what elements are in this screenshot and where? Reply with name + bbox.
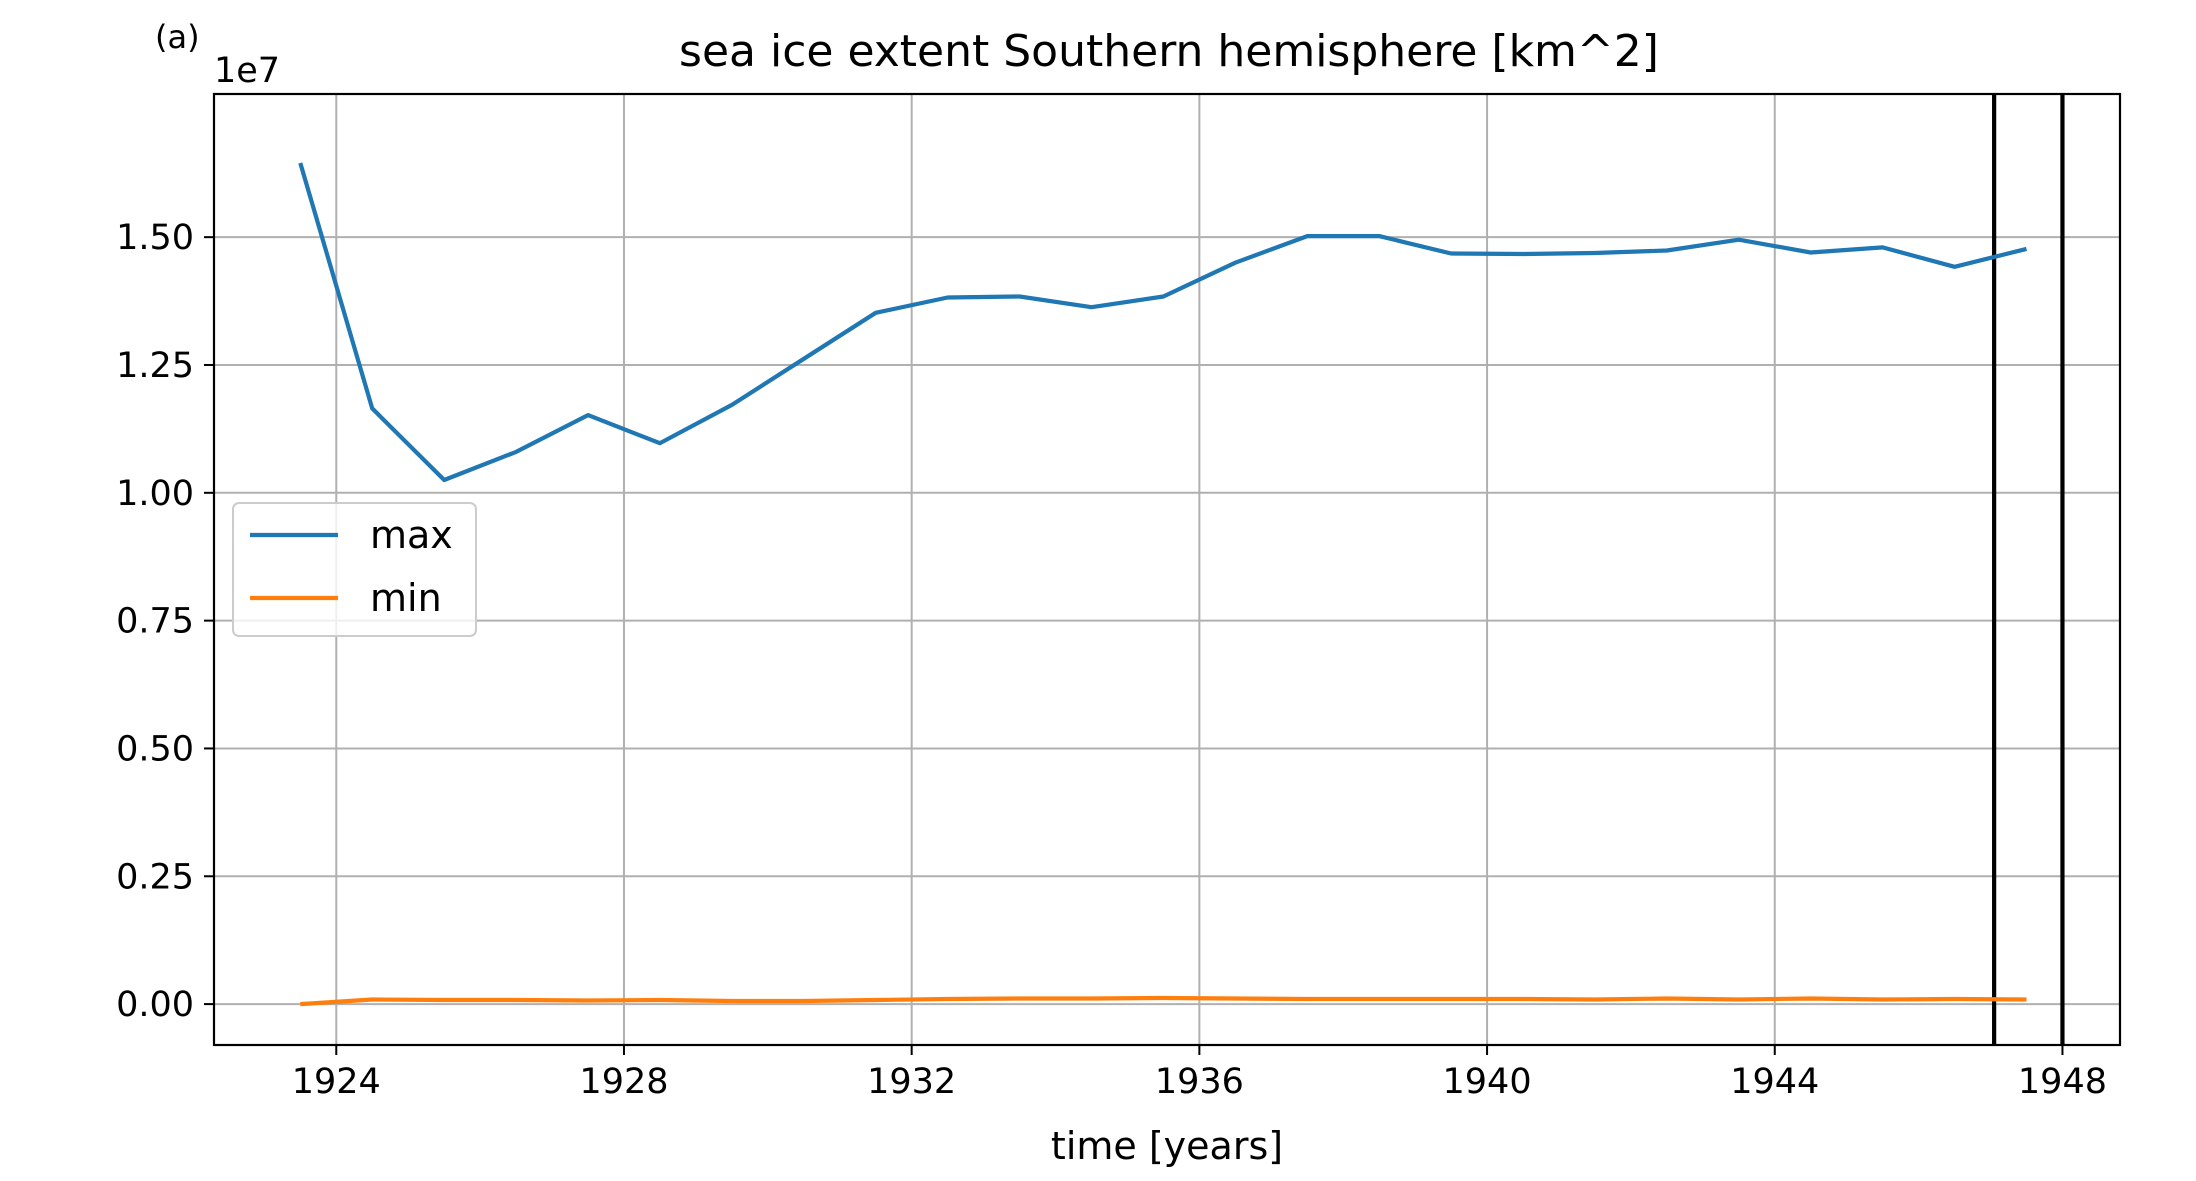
series-line-min [300, 995, 2027, 1007]
y-tick-label: 0.25 [116, 857, 194, 897]
x-tick-label: 1928 [579, 1062, 668, 1102]
y-axis: 0.00 0.25 0.50 0.75 1.00 1.25 1.50 [116, 218, 214, 1025]
series-line-max [298, 162, 2028, 483]
y-tick-label: 1.00 [116, 474, 194, 514]
y-tick-label: 1.25 [116, 346, 194, 386]
y-tick-label: 0.00 [116, 985, 194, 1025]
y-tick-label: 0.75 [116, 602, 194, 642]
x-tick-label: 1948 [2018, 1062, 2107, 1102]
y-offset-label: 1e7 [214, 51, 280, 91]
x-axis: 1924 1928 1932 1936 1940 1944 1948 [292, 1045, 2107, 1102]
legend: max min [232, 502, 477, 637]
plot-frame [212, 92, 2122, 1047]
x-tick-label: 1940 [1443, 1062, 1532, 1102]
x-tick-label: 1936 [1155, 1062, 1244, 1102]
grid-lines [214, 94, 2120, 1045]
legend-label-max: max [370, 513, 453, 557]
x-tick-label: 1944 [1730, 1062, 1819, 1102]
panel-label: (a) [155, 18, 200, 56]
x-tick-label: 1932 [867, 1062, 956, 1102]
y-tick-label: 1.50 [116, 218, 194, 258]
x-tick-label: 1924 [292, 1062, 381, 1102]
x-axis-label: time [years] [1051, 1124, 1283, 1168]
chart-title: sea ice extent Southern hemisphere [km^2… [679, 26, 1659, 77]
legend-label-min: min [370, 576, 442, 620]
vertical-markers [1992, 94, 2065, 1045]
series-lines [298, 162, 2028, 1007]
y-tick-label: 0.50 [116, 729, 194, 769]
